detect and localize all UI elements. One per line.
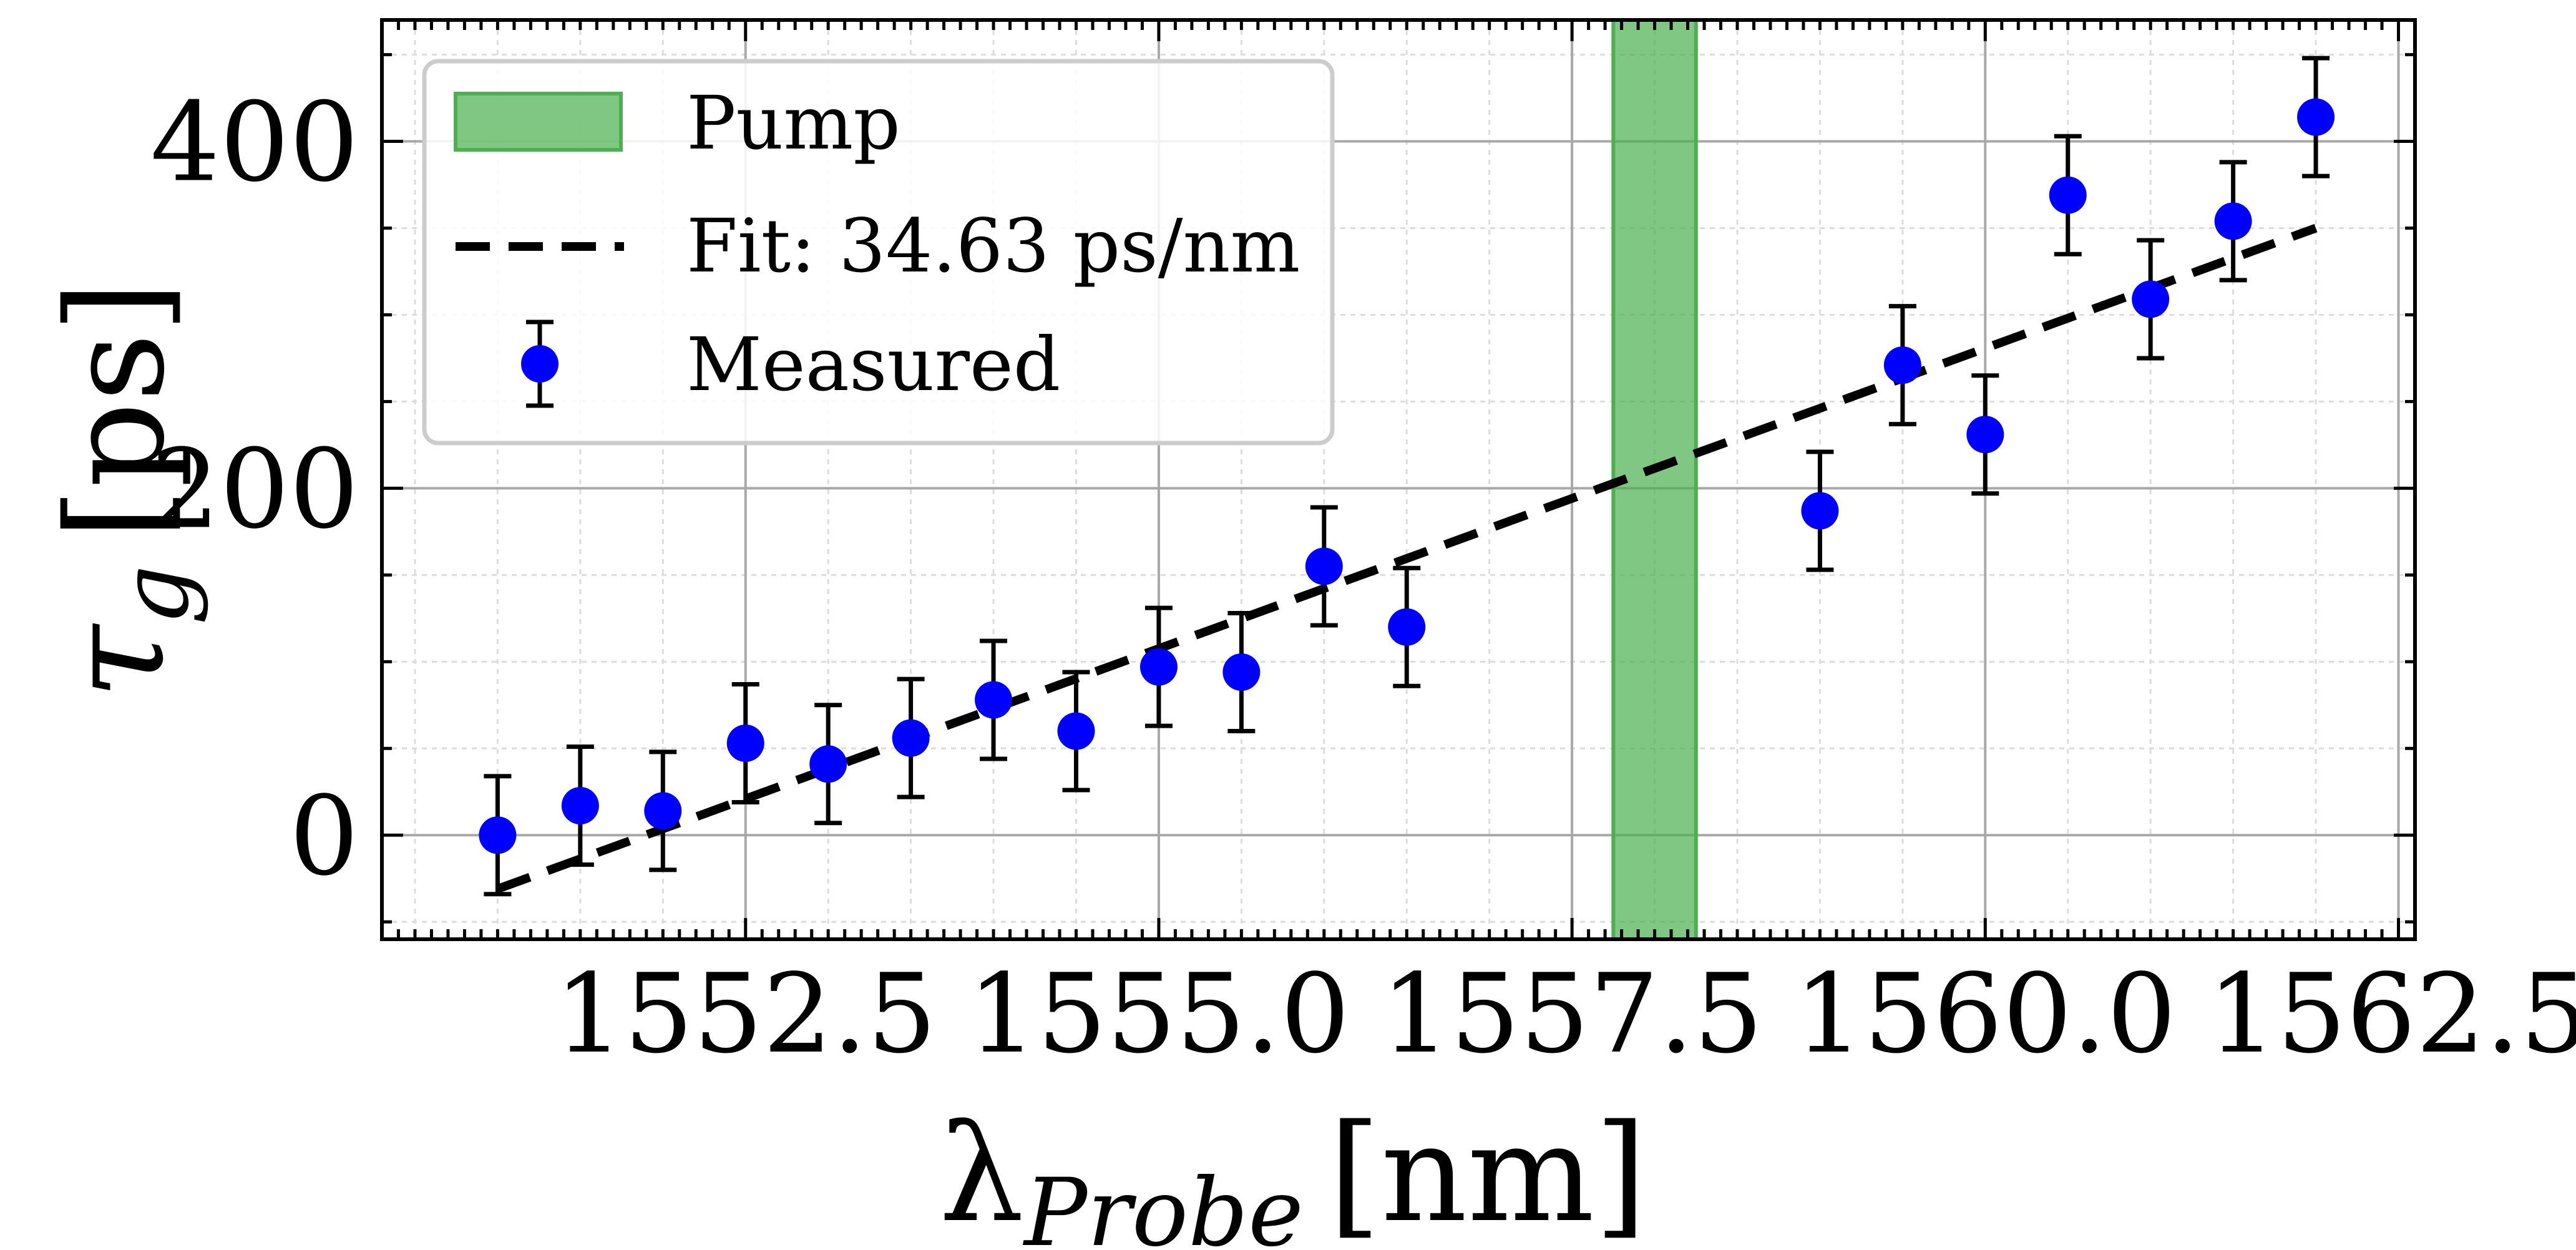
x-axis-unit: [nm] bbox=[1329, 1095, 1647, 1250]
data-point bbox=[1966, 373, 2004, 496]
data-marker bbox=[1057, 712, 1095, 750]
y-axis-label: τg [ps] bbox=[37, 281, 210, 700]
y-tick-label: 400 bbox=[150, 80, 359, 207]
y-axis-symbol: τ bbox=[37, 623, 194, 699]
data-marker bbox=[2049, 176, 2087, 214]
data-marker bbox=[1801, 492, 1839, 530]
data-marker bbox=[975, 681, 1013, 719]
data-marker bbox=[1139, 648, 1178, 686]
data-point bbox=[975, 638, 1013, 761]
y-tick-labels: 0 200 400 bbox=[150, 80, 359, 901]
data-marker bbox=[479, 816, 517, 854]
data-point bbox=[809, 703, 847, 826]
legend-measured-label: Measured bbox=[686, 321, 1060, 408]
y-tick-label: 200 bbox=[150, 426, 359, 553]
x-tick-label: 1555.0 bbox=[968, 951, 1350, 1078]
data-point bbox=[1057, 670, 1095, 793]
data-point bbox=[1139, 605, 1178, 728]
legend-pump-label: Pump bbox=[686, 80, 900, 166]
data-point bbox=[644, 750, 682, 872]
x-tick-label: 1557.5 bbox=[1381, 951, 1763, 1078]
x-tick-label: 1552.5 bbox=[555, 951, 937, 1078]
y-axis-subscript: g bbox=[101, 565, 210, 625]
data-point bbox=[1388, 565, 1426, 688]
data-point bbox=[1305, 505, 1343, 628]
data-marker bbox=[892, 719, 930, 757]
data-point bbox=[2214, 160, 2252, 283]
data-marker bbox=[1966, 416, 2004, 454]
y-axis-unit: [ps] bbox=[37, 281, 194, 540]
x-tick-labels: 1552.5 1555.0 1557.5 1560.0 1562.5 bbox=[555, 951, 2576, 1078]
data-marker bbox=[726, 724, 764, 762]
fit-line bbox=[496, 223, 2318, 893]
legend-box bbox=[422, 59, 1335, 446]
data-point bbox=[2049, 134, 2087, 256]
data-marker bbox=[809, 745, 847, 783]
x-axis-label: λProbe [nm] bbox=[939, 1095, 1647, 1250]
data-point bbox=[892, 676, 930, 799]
y-tick-label: 0 bbox=[290, 773, 359, 900]
data-point bbox=[1222, 611, 1261, 733]
axis-ticks bbox=[380, 20, 2417, 939]
data-marker bbox=[1305, 547, 1343, 585]
data-point bbox=[1801, 449, 1839, 572]
x-axis-subscript: Probe bbox=[1022, 1159, 1304, 1250]
data-point bbox=[479, 774, 517, 897]
legend-measured-swatch bbox=[521, 320, 559, 408]
data-point bbox=[726, 681, 764, 804]
data-marker bbox=[1883, 346, 1921, 384]
legend-pump-swatch bbox=[454, 92, 623, 152]
data-point bbox=[2132, 238, 2170, 361]
data-marker bbox=[561, 786, 599, 824]
data-marker bbox=[644, 792, 682, 830]
x-tick-label: 1562.5 bbox=[2207, 951, 2576, 1078]
x-axis-symbol: λ bbox=[939, 1095, 1024, 1250]
legend: Pump Fit: 34.63 ps/nm Measured bbox=[422, 59, 1335, 446]
data-marker bbox=[2132, 280, 2170, 318]
legend-fit-label: Fit: 34.63 ps/nm bbox=[686, 203, 1300, 289]
x-tick-label: 1560.0 bbox=[1794, 951, 2176, 1078]
data-marker bbox=[1388, 608, 1426, 646]
data-point bbox=[561, 745, 599, 867]
data-point bbox=[2297, 56, 2335, 178]
data-marker bbox=[2214, 202, 2252, 240]
data-marker bbox=[1222, 653, 1261, 691]
data-point bbox=[1883, 304, 1921, 427]
data-marker bbox=[2297, 98, 2335, 136]
measured-points bbox=[479, 56, 2335, 897]
plot-frame bbox=[380, 18, 2417, 941]
